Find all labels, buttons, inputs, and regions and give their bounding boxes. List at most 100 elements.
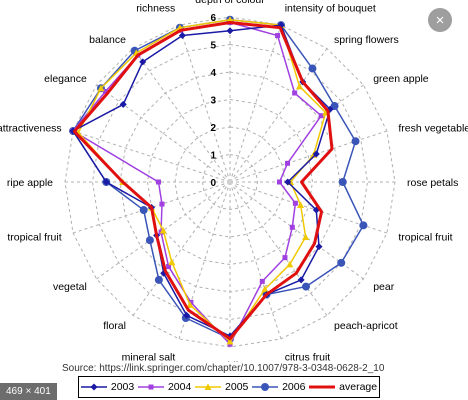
image-size-badge: 469 × 401 <box>0 383 57 400</box>
legend-swatch-marker <box>148 384 154 390</box>
axis-label: fresh vegetables <box>398 122 468 134</box>
legend-swatch-marker <box>204 383 212 390</box>
grid-ring <box>146 98 314 266</box>
data-point-2006 <box>145 236 154 245</box>
data-point-2006 <box>330 102 339 111</box>
data-point-2006 <box>154 275 163 284</box>
data-point-2003 <box>297 276 305 284</box>
axis-label: richness <box>136 3 175 15</box>
series-line-2004 <box>72 21 322 345</box>
data-point-2003 <box>315 243 323 251</box>
axis-label: rose petals <box>407 177 458 189</box>
data-point-2005 <box>186 301 194 308</box>
grid-ring <box>91 43 369 321</box>
axis-label: ripe apple <box>7 177 53 189</box>
data-point-2004 <box>282 255 288 261</box>
data-point-2005 <box>226 338 234 345</box>
legend-swatch <box>309 385 336 389</box>
data-point-2004 <box>292 90 298 96</box>
data-point-2006 <box>301 282 310 291</box>
legend-label: 2004 <box>167 381 192 393</box>
data-point-2006 <box>359 221 368 230</box>
axis-label: floral <box>103 320 126 332</box>
axis-label: intensity of bouquet <box>285 3 376 15</box>
radial-tick-label: 4 <box>210 68 216 79</box>
data-point-2004 <box>156 179 161 185</box>
data-point-2004 <box>102 88 108 94</box>
grid-ring <box>201 153 259 211</box>
data-point-2005 <box>261 285 269 293</box>
data-point-2004 <box>285 160 291 166</box>
data-point-2003 <box>102 178 110 186</box>
data-point-2005 <box>297 201 305 208</box>
legend-swatch-marker <box>261 383 270 391</box>
legend-label: 2003 <box>110 381 135 393</box>
data-point-2004 <box>259 278 265 284</box>
source-caption[interactable]: Source: https://link.springer.com/chapte… <box>62 363 385 374</box>
data-point-2006 <box>351 137 360 146</box>
legend-swatch <box>137 384 164 390</box>
legend-swatch <box>80 383 107 391</box>
grid-spoke <box>229 84 364 183</box>
data-point-2004 <box>277 179 282 185</box>
axis-label: vegetal <box>53 281 87 293</box>
data-point-2005 <box>302 233 310 240</box>
close-icon[interactable]: × <box>428 8 452 32</box>
data-point-2004 <box>159 201 165 207</box>
data-point-2005 <box>226 16 234 23</box>
series-2005 <box>74 16 330 345</box>
radial-tick-label: 0 <box>210 178 216 189</box>
axis-label: pear <box>373 281 395 293</box>
axis-label: spring flowers <box>334 34 399 46</box>
axis-label: balance <box>89 34 126 46</box>
radial-tick-label: 2 <box>210 123 216 134</box>
axis-label: tropical fruit <box>7 232 61 244</box>
axis-label: citrus fruit <box>285 351 331 362</box>
data-point-2003 <box>312 150 320 158</box>
series-line-average <box>72 21 334 341</box>
data-point-2004 <box>292 200 298 206</box>
legend-item-2006: 2006 <box>252 381 305 393</box>
data-point-2005 <box>168 258 176 266</box>
legend-item-average: average <box>309 381 377 393</box>
data-point-2003 <box>119 100 127 108</box>
data-point-2004 <box>275 33 281 39</box>
data-point-2003 <box>139 58 147 66</box>
radial-tick-label: 3 <box>210 96 216 107</box>
data-point-2004 <box>318 113 324 119</box>
axis-label: depth of colour <box>195 0 265 6</box>
data-point-2003 <box>226 27 234 35</box>
axis-label: green apple <box>373 73 429 85</box>
legend-item-2003: 2003 <box>80 381 135 393</box>
axis-label: elegance <box>44 73 87 85</box>
axis-label: mineral salt <box>122 351 176 362</box>
legend-swatch-marker <box>90 383 98 391</box>
axis-label: acidic <box>217 360 244 362</box>
data-point-2004 <box>188 299 194 305</box>
series-line-2006 <box>72 19 365 340</box>
legend-label: 2005 <box>225 381 249 393</box>
radial-tick-label: 5 <box>210 41 216 52</box>
series-2006 <box>69 15 368 343</box>
legend-item-2004: 2004 <box>137 381 192 393</box>
data-point-2005 <box>159 226 167 234</box>
radial-tick-label: 6 <box>210 13 216 24</box>
radar-series-layer <box>69 15 368 347</box>
data-point-2006 <box>139 206 148 215</box>
legend-swatch <box>195 383 222 390</box>
data-point-2003 <box>178 32 186 40</box>
axis-label: peach-apricot <box>334 320 398 332</box>
legend-swatch <box>252 383 279 391</box>
data-point-2006 <box>308 64 317 73</box>
radial-tick-label: 1 <box>210 151 216 162</box>
data-point-2006 <box>337 258 346 267</box>
axis-label: tropical fruit <box>398 232 452 244</box>
axis-label: attractiveness <box>0 122 62 134</box>
axis-labels-layer: depth of colour intensity of bouquet sprin… <box>0 0 468 362</box>
radar-chart: 0 1 2 3 4 5 6 depth of colour intensity of bouq… <box>0 0 468 362</box>
legend-label: 2006 <box>282 381 306 393</box>
center-point <box>227 179 233 185</box>
data-point-2004 <box>166 264 172 270</box>
data-point-2005 <box>97 84 105 92</box>
series-average <box>72 21 334 341</box>
